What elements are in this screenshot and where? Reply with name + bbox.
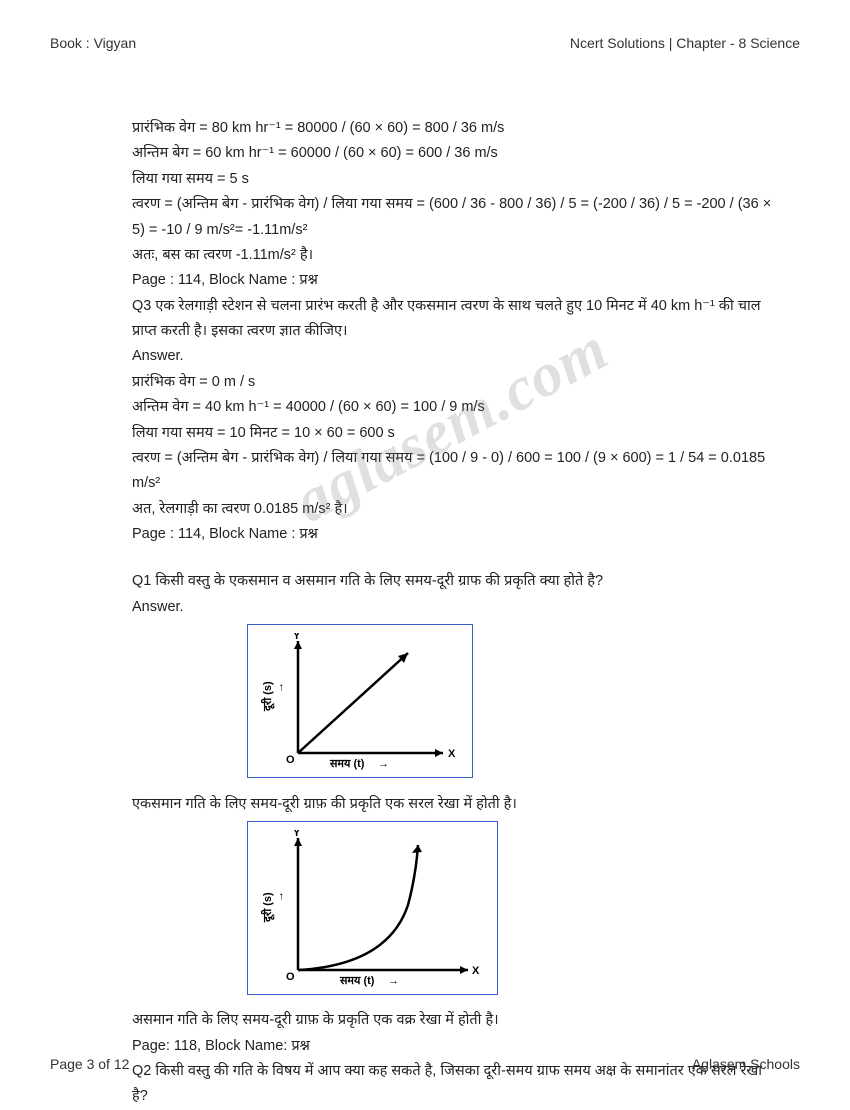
- line-7: Q3 एक रेलगाड़ी स्टेशन से चलना प्रारंभ कर…: [132, 294, 780, 345]
- line-15: Q1 किसी वस्तु के एकसमान व असमान गति के ल…: [132, 569, 780, 594]
- line-11: लिया गया समय = 10 मिनट = 10 × 60 = 600 s: [132, 421, 780, 446]
- line-18: असमान गति के लिए समय-दूरी ग्राफ़ के प्रक…: [132, 1008, 780, 1033]
- svg-text:Y: Y: [293, 830, 301, 839]
- main-content: प्रारंभिक वेग = 80 km hr⁻¹ = 80000 / (60…: [50, 116, 800, 1110]
- line-8: Answer.: [132, 344, 780, 369]
- line-10: अन्तिम वेग = 40 km h⁻¹ = 40000 / (60 × 6…: [132, 395, 780, 420]
- line-6: Page : 114, Block Name : प्रश्न: [132, 268, 780, 293]
- svg-text:→: →: [274, 682, 286, 693]
- svg-text:दूरी (s): दूरी (s): [260, 681, 275, 712]
- line-1: प्रारंभिक वेग = 80 km hr⁻¹ = 80000 / (60…: [132, 116, 780, 141]
- uniform-motion-graph: Y X O दूरी (s) → समय (t) →: [258, 633, 458, 773]
- svg-text:दूरी (s): दूरी (s): [260, 892, 275, 923]
- line-14: Page : 114, Block Name : प्रश्न: [132, 522, 780, 547]
- line-5: अतः, बस का त्वरण -1.11m/s² है।: [132, 243, 780, 268]
- svg-text:X: X: [448, 748, 456, 760]
- line-4: त्वरण = (अन्तिम बेग - प्रारंभिक वेग) / ल…: [132, 192, 780, 243]
- svg-text:समय (t): समय (t): [339, 975, 375, 987]
- line-12: त्वरण = (अन्तिम बेग - प्रारंभिक वेग) / ल…: [132, 446, 780, 497]
- header-book: Book : Vigyan: [50, 35, 136, 51]
- line-2: अन्तिम बेग = 60 km hr⁻¹ = 60000 / (60 × …: [132, 141, 780, 166]
- svg-text:O: O: [286, 754, 295, 766]
- svg-text:→: →: [378, 758, 389, 770]
- svg-text:O: O: [286, 971, 295, 983]
- header-chapter: Ncert Solutions | Chapter - 8 Science: [570, 35, 800, 51]
- graph-uniform: Y X O दूरी (s) → समय (t) →: [132, 624, 780, 787]
- nonuniform-motion-graph: Y X O दूरी (s) → समय (t) →: [258, 830, 483, 990]
- footer-brand: Aglasem Schools: [692, 1056, 800, 1072]
- line-16: Answer.: [132, 595, 780, 620]
- line-17: एकसमान गति के लिए समय-दूरी ग्राफ़ की प्र…: [132, 792, 780, 817]
- line-3: लिया गया समय = 5 s: [132, 167, 780, 192]
- line-13: अत, रेलगाड़ी का त्वरण 0.0185 m/s² है।: [132, 497, 780, 522]
- svg-text:Y: Y: [293, 633, 301, 642]
- svg-text:→: →: [388, 975, 399, 987]
- line-9: प्रारंभिक वेग = 0 m / s: [132, 370, 780, 395]
- svg-text:समय (t): समय (t): [329, 758, 365, 770]
- svg-text:→: →: [274, 891, 286, 902]
- graph-nonuniform: Y X O दूरी (s) → समय (t) →: [132, 821, 780, 1004]
- footer-page: Page 3 of 12: [50, 1056, 129, 1072]
- svg-text:X: X: [472, 965, 480, 977]
